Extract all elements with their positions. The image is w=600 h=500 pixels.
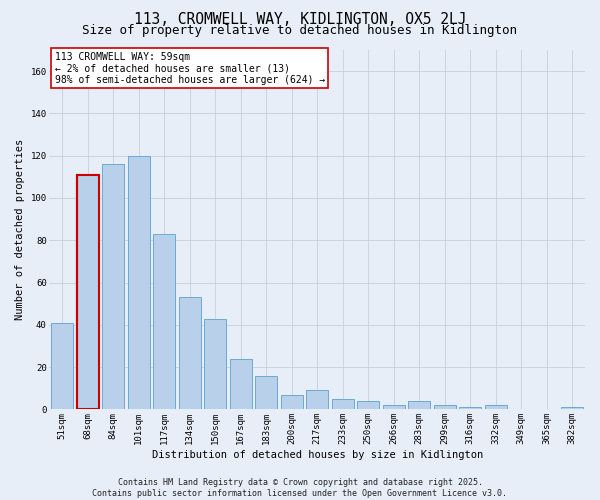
Text: 113 CROMWELL WAY: 59sqm
← 2% of detached houses are smaller (13)
98% of semi-det: 113 CROMWELL WAY: 59sqm ← 2% of detached…: [55, 52, 325, 85]
Bar: [358, 401, 379, 409]
Bar: [154, 234, 175, 410]
Bar: [281, 394, 302, 409]
Bar: [434, 405, 455, 409]
X-axis label: Distribution of detached houses by size in Kidlington: Distribution of detached houses by size …: [152, 450, 483, 460]
Bar: [307, 390, 328, 409]
Bar: [460, 408, 481, 410]
Bar: [409, 401, 430, 409]
Bar: [52, 322, 73, 410]
Y-axis label: Number of detached properties: Number of detached properties: [15, 139, 25, 320]
Bar: [128, 156, 149, 410]
Text: 113, CROMWELL WAY, KIDLINGTON, OX5 2LJ: 113, CROMWELL WAY, KIDLINGTON, OX5 2LJ: [134, 12, 466, 28]
Bar: [562, 408, 583, 410]
Text: Size of property relative to detached houses in Kidlington: Size of property relative to detached ho…: [83, 24, 517, 37]
Bar: [230, 358, 251, 410]
Bar: [256, 376, 277, 410]
Bar: [179, 298, 200, 410]
Bar: [205, 318, 226, 410]
Bar: [383, 405, 404, 409]
Bar: [103, 164, 124, 410]
Bar: [77, 174, 98, 410]
Bar: [332, 399, 353, 409]
Text: Contains HM Land Registry data © Crown copyright and database right 2025.
Contai: Contains HM Land Registry data © Crown c…: [92, 478, 508, 498]
Bar: [485, 405, 506, 409]
